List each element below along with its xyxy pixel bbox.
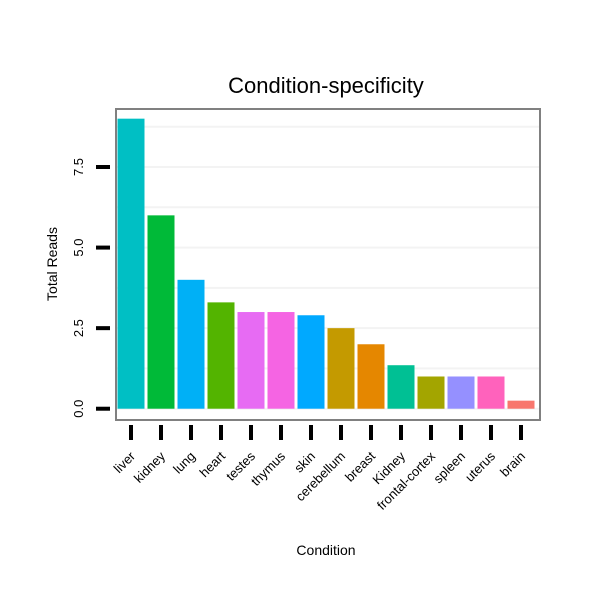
- y-tick-label: 7.5: [71, 158, 86, 176]
- bar-kidney: [147, 215, 175, 409]
- bar-brain: [507, 400, 535, 409]
- bar-heart: [207, 302, 235, 409]
- bar-thymus: [267, 312, 295, 409]
- x-tick-label: thymus: [248, 448, 289, 489]
- y-tick-label: 5.0: [71, 239, 86, 257]
- y-tick-label: 2.5: [71, 319, 86, 337]
- bar-frontal-cortex: [417, 376, 445, 409]
- x-tick-label: lung: [170, 449, 198, 477]
- chart-title: Condition-specificity: [228, 73, 424, 98]
- bars: [117, 118, 535, 409]
- bar-cerebellum: [327, 328, 355, 409]
- x-tick-label: uterus: [462, 448, 499, 485]
- bar-testes: [237, 312, 265, 409]
- bar-breast: [357, 344, 385, 409]
- bar-uterus: [477, 376, 505, 409]
- y-tick-label: 0.0: [71, 400, 86, 418]
- plot-panel: [115, 108, 541, 421]
- bar-liver: [117, 118, 145, 409]
- x-axis-label: Condition: [296, 542, 355, 558]
- bar-lung: [177, 279, 205, 409]
- x-tick-label: brain: [497, 449, 528, 480]
- bar-kidney: [387, 365, 415, 409]
- x-tick-label: kidney: [131, 448, 169, 486]
- bar-spleen: [447, 376, 475, 409]
- y-axis-label: Total Reads: [44, 227, 60, 301]
- x-tick-label: heart: [197, 448, 229, 480]
- y-axis: 0.0 2.5 5.0 7.5: [71, 158, 110, 418]
- bar-skin: [297, 315, 325, 409]
- x-tick-label: spleen: [430, 449, 468, 487]
